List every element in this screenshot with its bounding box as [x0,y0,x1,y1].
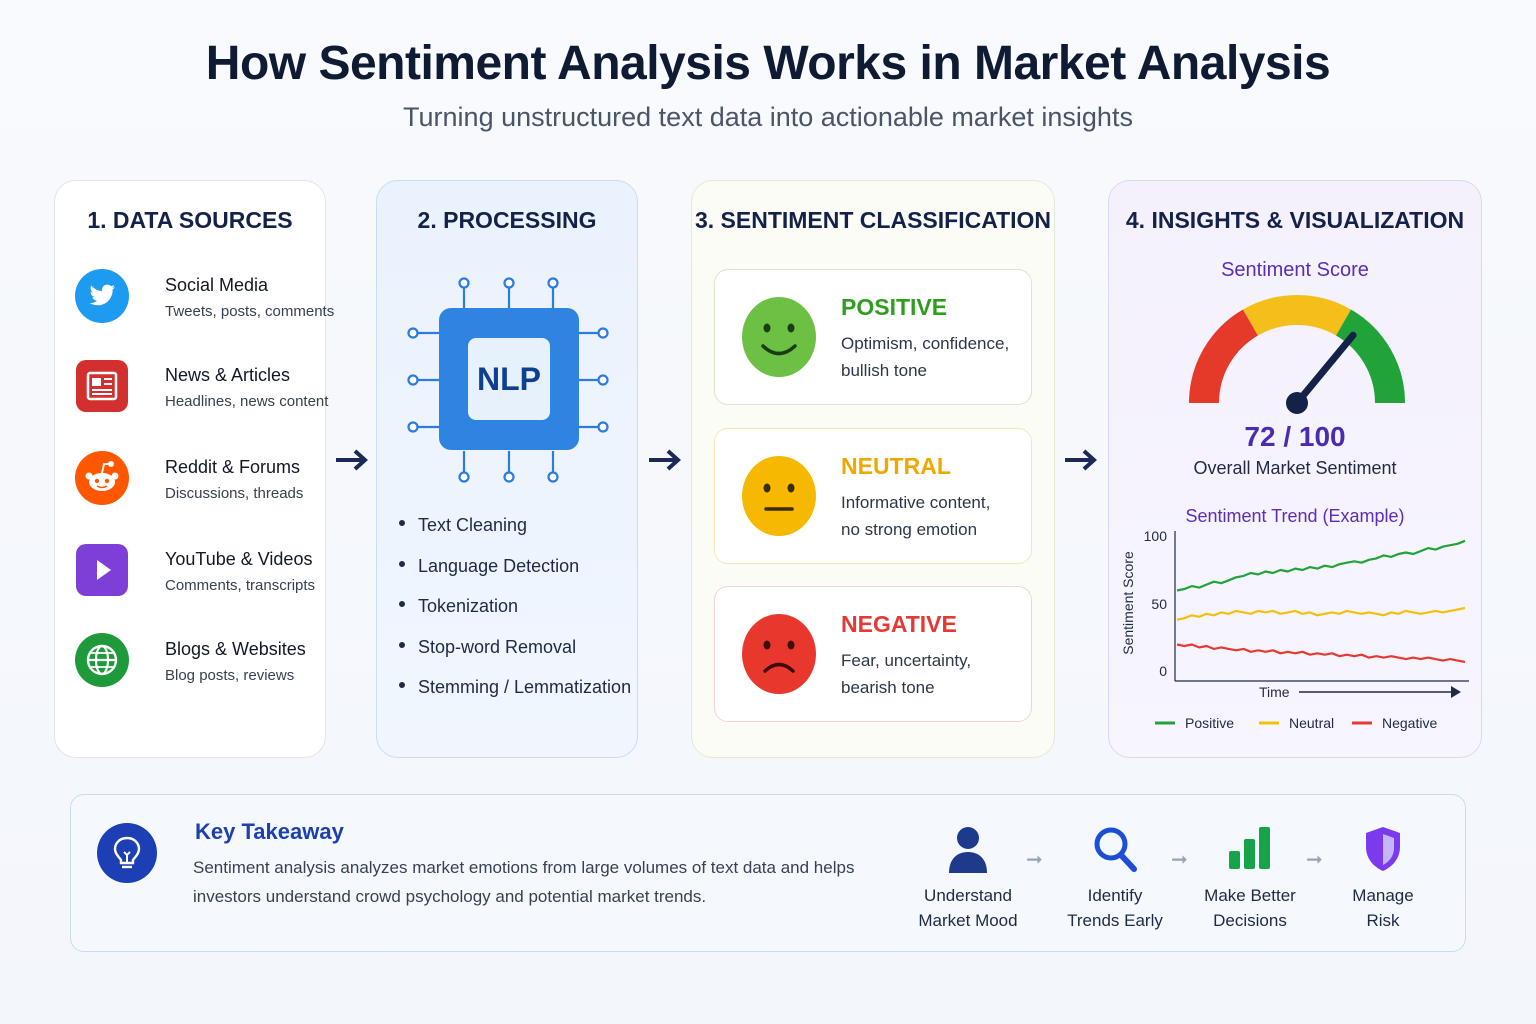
classification-heading: 3. SENTIMENT CLASSIFICATION [694,207,1052,233]
insights-panel: 4. INSIGHTS & VISUALIZATION Sentiment Sc… [1108,180,1482,758]
source-blogs-websites: Blogs & Websites Blog posts, reviews [75,633,315,693]
twitter-bird-icon [75,269,129,323]
newspaper-icon [75,359,129,413]
step-arrow-icon: ➞ [1026,849,1043,871]
y-tick-label: 50 [1151,596,1167,612]
positive-description: Optimism, confidence, bullish tone [841,334,1010,380]
gauge-title: Sentiment Score [1221,259,1369,281]
trend-line-neutral [1176,606,1466,621]
magnifier-icon [1094,827,1137,872]
chip-icon [407,277,609,483]
source-subtitle: Comments, transcripts [165,577,316,594]
source-reddit-forums: Reddit & Forums Discussions, threads [75,451,315,511]
globe-icon [75,633,129,687]
person-icon [949,827,987,873]
source-subtitle: Headlines, news content [165,393,329,410]
step-arrow-icon: ➞ [1171,849,1188,871]
positive-card: POSITIVE Optimism, confidence, bullish to… [714,269,1032,405]
step-label: Manage Risk [1352,886,1414,930]
source-title: Blogs & Websites [165,639,306,659]
positive-label: POSITIVE [841,294,948,320]
sentiment-score: 72 / 100 [1244,421,1346,452]
source-subtitle: Tweets, posts, comments [165,303,335,320]
trend-line-positive [1176,539,1466,592]
source-title: Social Media [165,275,269,295]
bar-chart-icon [1229,827,1270,869]
negative-description: Fear, uncertainty, bearish tone [841,651,972,697]
play-icon [75,543,129,597]
gauge-arc-positive [1335,309,1405,404]
sentiment-gauge [1189,295,1405,414]
chip-label: NLP [477,360,541,397]
y-tick-label: 0 [1159,663,1167,679]
chart-legend: Positive Neutral Negative [1155,715,1437,731]
neutral-face-icon [742,456,816,536]
processing-step: Stemming / Lemmatization [399,677,631,718]
source-subtitle: Discussions, threads [165,485,304,502]
gauge-arc-negative [1189,309,1259,404]
negative-label: NEGATIVE [841,611,957,637]
source-subtitle: Blog posts, reviews [165,667,295,684]
takeaway-text: Sentiment analysis analyzes market emoti… [193,858,855,906]
processing-panel: 2. PROCESSING NLP Text Cleaning L [376,180,638,758]
key-takeaway-panel: Key Takeaway Sentiment analysis analyzes… [70,794,1466,952]
classification-panel: 3. SENTIMENT CLASSIFICATION POSITIVE Opt… [691,180,1055,758]
negative-card: NEGATIVE Fear, uncertainty, bearish tone [714,586,1032,722]
processing-step: Stop-word Removal [399,637,631,678]
step-label: Make Better Decisions [1204,886,1296,930]
time-arrow-head [1451,686,1461,698]
gauge-arc-neutral [1243,295,1351,336]
takeaway-title: Key Takeaway [195,819,344,844]
step-understand-mood: Understand Market Mood [903,825,1033,933]
page-subtitle: Turning unstructured text data into acti… [403,102,1133,132]
sentiment-trend-chart: Sentiment Score 100 50 0 Time Positive N… [1120,528,1469,731]
step-better-decisions: Make Better Decisions [1185,825,1315,933]
data-sources-heading: 1. DATA SOURCES [87,207,293,233]
source-social-media: Social Media Tweets, posts, comments [75,269,334,329]
processing-heading: 2. PROCESSING [417,207,597,233]
shield-icon [1366,827,1400,871]
neutral-label: NEUTRAL [841,453,951,479]
step-arrow-icon: ➞ [1306,849,1323,871]
score-label: Overall Market Sentiment [1193,458,1397,478]
trend-line-negative [1176,643,1466,664]
legend-label: Positive [1185,715,1234,731]
smiley-face-icon [742,297,816,377]
gauge-needle [1293,331,1357,407]
y-axis-label: Sentiment Score [1120,551,1136,655]
step-identify-trends: Identify Trends Early [1050,825,1180,933]
step-label: Understand Market Mood [918,886,1018,930]
page-title: How Sentiment Analysis Works in Market A… [205,37,1331,90]
processing-step: Text Cleaning [399,515,631,556]
source-title: YouTube & Videos [165,549,313,569]
insights-heading: 4. INSIGHTS & VISUALIZATION [1125,207,1465,233]
flow-arrow-icon [1065,449,1097,471]
step-label: Identify Trends Early [1067,886,1163,930]
gauge-hub [1286,392,1308,414]
y-tick-label: 100 [1144,528,1168,544]
legend-label: Neutral [1289,715,1334,731]
neutral-description: Informative content, no strong emotion [841,493,991,539]
trend-title: Sentiment Trend (Example) [1185,506,1405,526]
flow-arrow-icon [336,449,368,471]
nlp-chip: NLP [405,273,611,483]
data-sources-panel: 1. DATA SOURCES Social Media Tweets, pos… [54,180,334,758]
processing-step: Language Detection [399,556,631,597]
processing-step: Tokenization [399,596,631,637]
lightbulb-icon [97,823,157,883]
source-youtube-videos: YouTube & Videos Comments, transcripts [75,543,315,603]
source-title: Reddit & Forums [165,457,301,477]
legend-label: Negative [1382,715,1437,731]
step-manage-risk: Manage Risk [1318,825,1448,933]
source-title: News & Articles [165,365,291,385]
frown-face-icon [742,614,816,694]
neutral-card: NEUTRAL Informative content, no strong em… [714,428,1032,564]
processing-steps: Text Cleaning Language Detection Tokeniz… [399,515,631,718]
flow-arrow-icon [649,449,681,471]
reddit-alien-icon [75,451,129,505]
source-news-articles: News & Articles Headlines, news content [75,359,328,419]
x-axis-label: Time [1259,684,1290,700]
